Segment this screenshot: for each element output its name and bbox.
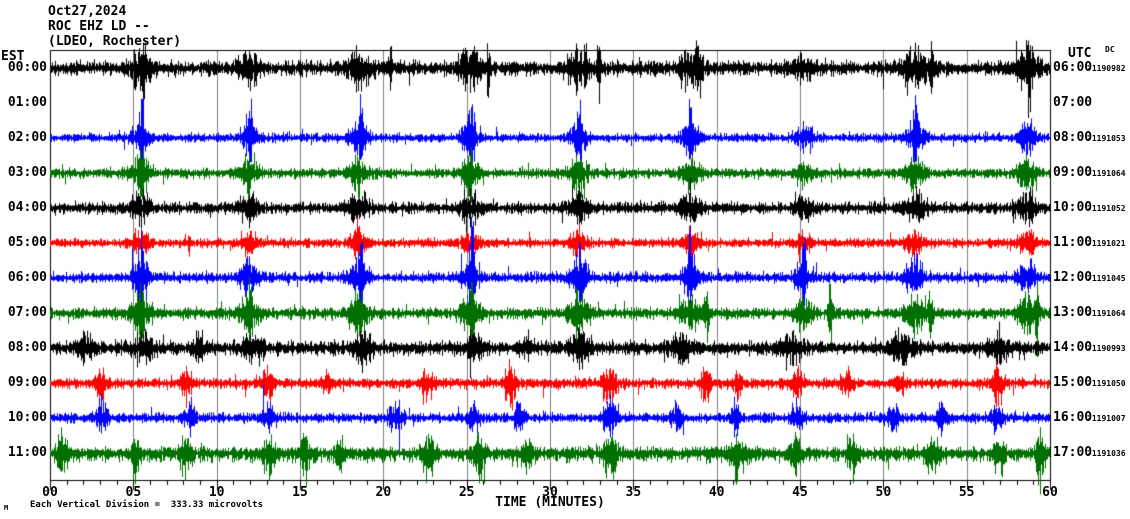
dc-offset-value: -1191064 (1087, 169, 1126, 178)
est-time-label: 09:00 (7, 375, 47, 390)
est-time-label: 05:00 (7, 235, 47, 250)
dc-offset-value: -1191052 (1087, 204, 1126, 213)
dc-offset-value: -1191045 (1087, 274, 1126, 283)
dc-offset-value: -1190993 (1087, 344, 1126, 353)
est-time-label: 06:00 (7, 270, 47, 285)
est-time-label: 02:00 (7, 130, 47, 145)
utc-time-label: 07:00 (1053, 95, 1093, 110)
dc-offset-value: -1191053 (1087, 134, 1126, 143)
est-time-label: 08:00 (7, 340, 47, 355)
dc-offset-value: -1190982 (1087, 64, 1126, 73)
scale-note: Each Vertical Division = 333.33 microvol… (30, 500, 263, 510)
est-time-label: 07:00 (7, 305, 47, 320)
est-time-label: 03:00 (7, 165, 47, 180)
dc-column-title: DC (1105, 45, 1115, 54)
header-station: ROC EHZ LD -- (48, 19, 150, 34)
dc-offset-value: -1191007 (1087, 414, 1126, 423)
dc-offset-value: -1191021 (1087, 239, 1126, 248)
est-time-label: 10:00 (7, 410, 47, 425)
dc-offset-value: -1191050 (1087, 379, 1126, 388)
header-date: Oct27,2024 (48, 4, 127, 19)
watermark-mark: M (4, 504, 9, 512)
est-time-label: 01:00 (7, 95, 47, 110)
est-time-label: 04:00 (7, 200, 47, 215)
est-time-label: 11:00 (7, 445, 47, 460)
dc-offset-value: -1191064 (1087, 309, 1126, 318)
header-location: (LDEO, Rochester) (48, 34, 182, 49)
dc-offset-value: -1191036 (1087, 449, 1126, 458)
est-time-label: 00:00 (7, 60, 47, 75)
right-axis-title: UTC (1068, 46, 1092, 61)
